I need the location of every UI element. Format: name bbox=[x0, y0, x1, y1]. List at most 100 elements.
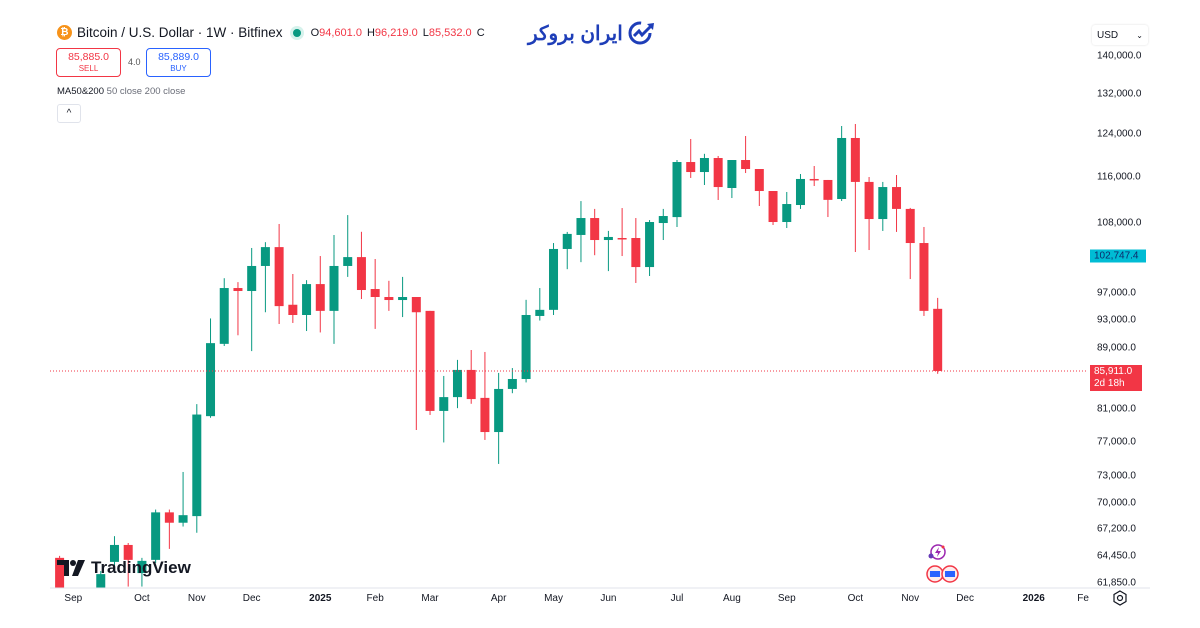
candle bbox=[288, 273, 298, 323]
candle bbox=[782, 191, 792, 228]
candle-body bbox=[55, 557, 65, 588]
candle bbox=[178, 471, 188, 527]
candle bbox=[302, 280, 312, 332]
candle bbox=[137, 557, 147, 587]
price-tick-label: 93,000.0 bbox=[1097, 314, 1136, 326]
candle bbox=[795, 174, 805, 209]
bitcoin-icon: ₿ bbox=[57, 25, 72, 40]
time-tick-label: Nov bbox=[901, 593, 920, 604]
price-tick-label: 124,000.0 bbox=[1097, 128, 1142, 140]
currency-dropdown[interactable]: USD ⌄ bbox=[1092, 25, 1148, 45]
time-tick-label: Aug bbox=[722, 593, 741, 604]
candle bbox=[850, 124, 860, 253]
economic-events-icon[interactable] bbox=[926, 565, 960, 583]
candle bbox=[233, 282, 243, 336]
candle-body bbox=[411, 297, 421, 313]
candle-body bbox=[260, 247, 270, 266]
candle bbox=[576, 201, 586, 263]
time-tick-label: Jul bbox=[670, 593, 684, 604]
candle-body bbox=[494, 388, 504, 433]
candle bbox=[713, 155, 723, 200]
candle bbox=[83, 605, 92, 628]
candle-body bbox=[439, 397, 449, 411]
candle-body bbox=[164, 512, 174, 523]
candle-body bbox=[837, 137, 847, 200]
candle-body bbox=[905, 208, 915, 244]
ohlc-low: L85,532.0 bbox=[422, 26, 472, 39]
buy-label: BUY bbox=[170, 63, 187, 73]
candle-body bbox=[356, 257, 366, 291]
candle-body bbox=[686, 162, 696, 173]
candle-body bbox=[919, 243, 929, 311]
indicator-legend[interactable]: MA50&200 50 close 200 close bbox=[57, 86, 186, 97]
candle-body bbox=[576, 218, 586, 235]
price-tick-label: 67,200.0 bbox=[1097, 523, 1136, 535]
candle-body bbox=[768, 191, 778, 223]
candle-body bbox=[507, 378, 517, 389]
candle-body bbox=[288, 304, 298, 315]
chevron-down-icon: ⌄ bbox=[1136, 30, 1143, 40]
candle bbox=[919, 226, 929, 316]
tradingview-watermark[interactable]: TradingView bbox=[57, 558, 191, 578]
candle-body bbox=[274, 247, 284, 307]
news-event-icon[interactable] bbox=[927, 543, 947, 561]
ohlc-close: C bbox=[476, 26, 485, 39]
settings-gear-icon[interactable] bbox=[1112, 590, 1128, 606]
candle-body bbox=[137, 560, 147, 574]
candle bbox=[933, 297, 943, 374]
sell-button[interactable]: 85,885.0 SELL bbox=[56, 48, 121, 77]
candles-layer bbox=[55, 124, 943, 628]
time-tick-label: Nov bbox=[187, 593, 206, 604]
candle bbox=[260, 242, 270, 313]
broker-logo-text: ایران بروکر bbox=[528, 22, 623, 45]
candle-body bbox=[480, 397, 490, 433]
buy-button[interactable]: 85,889.0 BUY bbox=[146, 48, 211, 77]
candle-body bbox=[603, 236, 613, 241]
candle-body bbox=[658, 216, 668, 224]
candle bbox=[315, 256, 325, 333]
candle bbox=[411, 297, 421, 430]
symbol-title[interactable]: Bitcoin / U.S. Dollar · 1W · Bitfinex bbox=[77, 25, 283, 40]
candle-body bbox=[645, 222, 655, 268]
ohlc-high: H96,219.0 bbox=[366, 26, 418, 39]
time-tick-label: Oct bbox=[134, 593, 150, 604]
candle-body bbox=[69, 613, 78, 618]
time-tick-label: Sep bbox=[64, 593, 83, 604]
candle-body bbox=[741, 160, 751, 170]
candle bbox=[590, 208, 600, 256]
ohlc-open: O94,601.0 bbox=[310, 26, 362, 39]
candle-body bbox=[754, 169, 764, 192]
candle bbox=[809, 165, 819, 187]
candle bbox=[631, 218, 641, 283]
price-tick-label: 140,000.0 bbox=[1097, 50, 1142, 62]
candle-body bbox=[329, 265, 339, 311]
candle bbox=[672, 160, 682, 227]
collapse-legend-button[interactable]: ^ bbox=[57, 104, 81, 123]
candle bbox=[356, 231, 366, 300]
price-tick-label: 97,000.0 bbox=[1097, 287, 1136, 299]
candle bbox=[384, 280, 394, 311]
candle-body bbox=[521, 314, 531, 379]
time-tick-label: Sep bbox=[777, 593, 796, 604]
candle-body bbox=[178, 515, 188, 523]
price-tick-label: 61,850.0 bbox=[1097, 577, 1136, 589]
candle bbox=[274, 223, 284, 325]
candle-body bbox=[535, 309, 545, 316]
candle-body bbox=[398, 297, 408, 301]
candle-body bbox=[850, 137, 860, 182]
price-tick-label: 64,450.0 bbox=[1097, 550, 1136, 562]
candle-body bbox=[672, 162, 682, 218]
candle bbox=[535, 288, 545, 321]
candle bbox=[370, 258, 380, 329]
tradingview-text: TradingView bbox=[91, 558, 191, 577]
candle bbox=[878, 181, 888, 231]
candle bbox=[603, 230, 613, 272]
candle bbox=[329, 234, 339, 344]
candle bbox=[192, 404, 202, 533]
time-tick-label: Jun bbox=[600, 593, 617, 604]
candle bbox=[247, 247, 257, 352]
candle-body bbox=[343, 257, 353, 266]
price-tick-label: 70,000.0 bbox=[1097, 497, 1136, 509]
price-tick-label: 108,000.0 bbox=[1097, 217, 1142, 229]
